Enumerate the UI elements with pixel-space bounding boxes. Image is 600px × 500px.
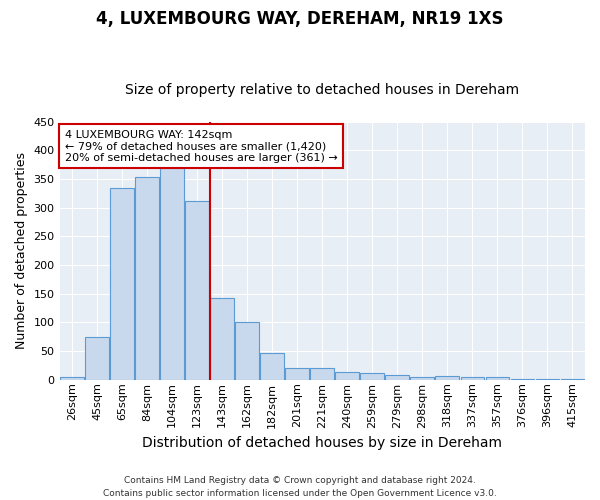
Bar: [310, 368, 334, 380]
Bar: [60, 377, 84, 380]
Bar: [536, 379, 559, 380]
Bar: [185, 202, 209, 380]
Bar: [135, 177, 159, 380]
Bar: [210, 298, 234, 380]
Bar: [85, 338, 109, 380]
Title: Size of property relative to detached houses in Dereham: Size of property relative to detached ho…: [125, 83, 520, 97]
Text: 4, LUXEMBOURG WAY, DEREHAM, NR19 1XS: 4, LUXEMBOURG WAY, DEREHAM, NR19 1XS: [96, 10, 504, 28]
Text: Contains HM Land Registry data © Crown copyright and database right 2024.
Contai: Contains HM Land Registry data © Crown c…: [103, 476, 497, 498]
Bar: [110, 188, 134, 380]
Bar: [361, 374, 384, 380]
Bar: [410, 378, 434, 380]
X-axis label: Distribution of detached houses by size in Dereham: Distribution of detached houses by size …: [142, 436, 502, 450]
Y-axis label: Number of detached properties: Number of detached properties: [15, 152, 28, 350]
Text: 4 LUXEMBOURG WAY: 142sqm
← 79% of detached houses are smaller (1,420)
20% of sem: 4 LUXEMBOURG WAY: 142sqm ← 79% of detach…: [65, 130, 338, 162]
Bar: [560, 379, 584, 380]
Bar: [260, 354, 284, 380]
Bar: [335, 372, 359, 380]
Bar: [461, 378, 484, 380]
Bar: [436, 376, 459, 380]
Bar: [385, 374, 409, 380]
Bar: [160, 168, 184, 380]
Bar: [485, 378, 509, 380]
Bar: [286, 368, 309, 380]
Bar: [511, 379, 535, 380]
Bar: [235, 322, 259, 380]
